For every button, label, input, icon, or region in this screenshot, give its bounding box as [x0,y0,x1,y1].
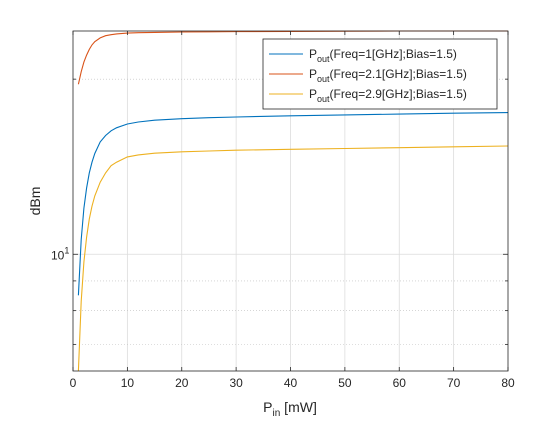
y-tick-label: 101 [51,245,69,262]
y-axis-label: dBm [27,187,43,216]
series-line-1 [77,112,509,296]
legend-label-3: Pout(Freq=2.9[GHz];Bias=1.5) [309,87,467,104]
x-tick-label: 60 [393,376,407,390]
x-tick-label: 30 [229,376,243,390]
ticks: 0 10 20 30 40 50 60 70 80 101 [51,31,515,390]
x-axis-label: Pin [mW] [263,399,317,419]
x-tick-label: 0 [70,376,77,390]
legend: Pout(Freq=1[GHz];Bias=1.5) Pout(Freq=2.1[… [262,38,498,110]
x-tick-label: 50 [338,376,352,390]
legend-label-1: Pout(Freq=1[GHz];Bias=1.5) [309,47,457,64]
x-tick-label: 70 [447,376,461,390]
series-line-3 [77,145,509,372]
x-tick-label: 80 [501,376,515,390]
x-tick-label: 20 [175,376,189,390]
x-tick-label: 40 [284,376,298,390]
legend-label-2: Pout(Freq=2.1[GHz];Bias=1.5) [309,67,467,84]
x-tick-label: 10 [121,376,135,390]
